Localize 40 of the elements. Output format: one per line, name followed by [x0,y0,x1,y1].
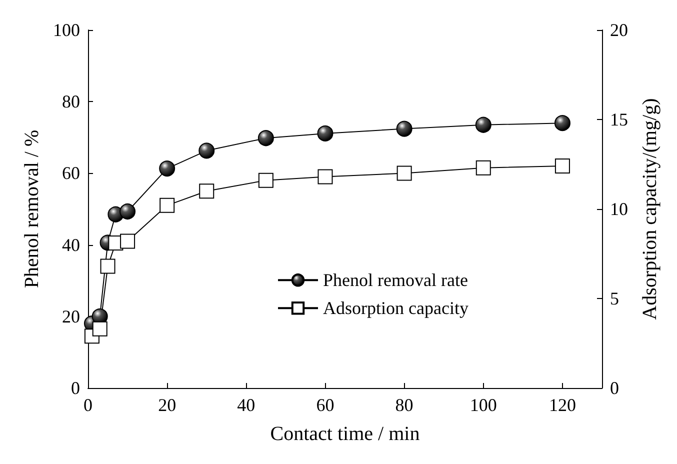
x-tick-label: 40 [237,395,256,415]
x-tick-label: 20 [158,395,176,415]
point [159,160,176,177]
point [258,172,274,188]
point [475,116,492,133]
y-tick-label: 0 [71,378,80,398]
y2-tick-label: 0 [610,378,619,398]
point [318,169,333,184]
x-tick-label: 100 [470,395,497,415]
y2-axis-title: Adsorption capacity/(mg/g) [639,98,661,320]
y-tick-label: 40 [62,234,80,255]
y2-tick-label: 20 [610,20,628,40]
y-tick-label: 100 [53,20,80,40]
point [198,142,215,159]
x-axis-title: Contact time / min [270,423,420,445]
y2-tick-label: 10 [610,199,628,219]
legend-label: Phenol removal rate [323,270,468,290]
y-axis-title: Phenol removal / % [21,130,44,288]
x-tick-label: 60 [316,395,334,415]
legend-label: Adsorption capacity [323,298,468,318]
y2-tick-label: 5 [610,288,619,308]
point [396,120,412,137]
point [317,125,334,142]
x-tick-label: 120 [548,395,576,415]
y2-tick-label: 15 [610,110,628,130]
point [100,258,116,274]
point [120,234,136,249]
point [120,204,136,220]
point [396,166,412,181]
point [554,115,570,132]
y-tick-label: 80 [62,92,80,112]
point [258,130,274,146]
y-tick-label: 20 [62,306,80,326]
y-tick-label: 60 [62,163,80,184]
x-tick-label: 80 [395,395,414,415]
point [92,321,108,336]
point [476,160,491,176]
point [160,198,175,213]
x-tick-label: 0 [84,395,92,415]
point [199,184,214,199]
